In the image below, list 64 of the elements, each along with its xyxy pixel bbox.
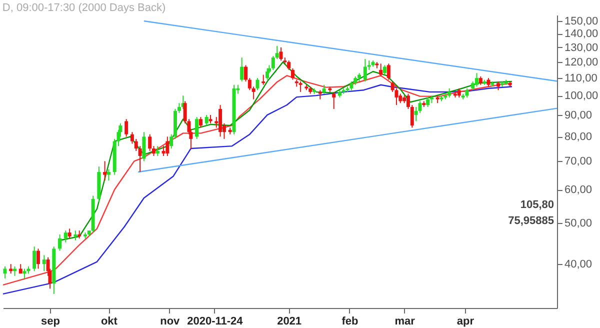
candlestick [318,90,322,100]
annotation: 105,80 [520,199,554,211]
candlestick [42,254,46,272]
candlestick [156,146,160,156]
candlestick [166,136,170,156]
x-tick-label: mar [394,316,416,328]
candlestick [64,230,68,243]
candlestick [266,68,270,80]
y-tick-label: 90,00 [564,109,592,122]
x-tick-label: feb [342,316,359,328]
y-tick-label: 150,00 [564,16,598,28]
x-tick-label: 2020-11-24 [187,316,244,328]
x-tick-label: apr [456,316,475,328]
candlestick [240,57,244,82]
y-tick-label: 60,00 [564,184,592,196]
candlestick [287,60,291,70]
candlestick [58,234,62,252]
candlestick [465,88,469,98]
candlestick [195,116,199,140]
y-tick-label: 120,00 [564,56,598,69]
candlestick [36,248,40,270]
candlestick [124,118,128,138]
candlestick [204,114,208,126]
y-tick-label: 70,00 [564,156,592,168]
candlestick [74,230,78,241]
candlestick [162,146,166,156]
candlestick [68,228,72,239]
candlestick [9,264,13,274]
y-tick-label: 100,00 [564,90,598,102]
candlestick [386,63,390,80]
candlestick [32,246,36,272]
x-tick-label: sep [41,316,60,328]
y-tick-label: 110,00 [564,72,598,85]
y-tick-label: 140,00 [564,28,598,40]
candlestick [103,160,107,182]
candlestick [382,64,386,76]
candlestick [256,78,260,91]
chart-title: D, 09:00-17:30 (2000 Days Back) [2,2,166,14]
candlestick [379,63,383,77]
candlestick [12,266,16,276]
y-tick-label: 40,00 [564,258,592,271]
candlestick [363,58,367,82]
candlestick [138,146,142,172]
y-tick-label: 80,00 [564,131,592,144]
candlestick [332,91,336,110]
x-tick-label: 2021 [277,316,302,328]
candlestick [298,80,302,92]
annotation: 75,95885 [508,215,554,227]
candlestick [474,72,478,88]
y-tick-label: 130,00 [564,42,598,54]
candlestick [142,132,146,162]
candlestick [457,88,461,98]
candlestick [3,266,7,279]
candlestick [426,96,430,108]
candlestick [22,268,26,279]
candlestick [290,68,294,80]
candlestick [448,88,452,98]
x-tick-label: nov [160,316,181,328]
candlestick [198,116,202,128]
candlestick [106,168,110,182]
y-tick-label: 50,00 [564,218,592,230]
x-tick-label: okt [100,316,118,328]
candlestick [279,46,283,62]
candlestick [218,104,222,138]
